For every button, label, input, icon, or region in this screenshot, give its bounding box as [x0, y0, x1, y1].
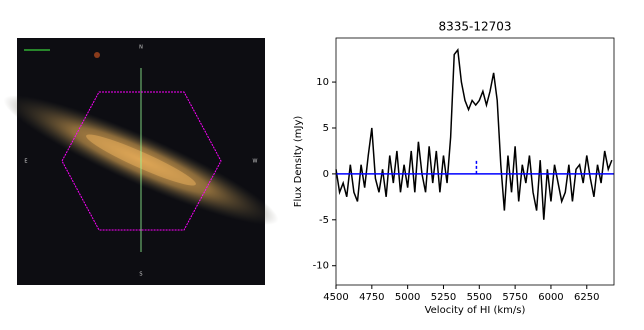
plot-frame: [335, 37, 615, 286]
y-tick-label: 5: [323, 123, 329, 134]
compass-label: W: [253, 159, 258, 165]
y-tick-label: -10: [313, 261, 329, 272]
x-tick-label: 5750: [502, 292, 527, 303]
sdss-image: [3, 38, 279, 285]
spectrum-line: [336, 50, 612, 220]
compass-label: N: [139, 45, 143, 51]
y-axis-label: Flux Density (mJy): [293, 116, 304, 208]
x-tick-label: 5250: [431, 292, 456, 303]
y-tick-label: 0: [323, 169, 329, 180]
x-tick-label: 6000: [538, 292, 563, 303]
x-tick-label: 5000: [395, 292, 420, 303]
compass-label: E: [24, 159, 27, 165]
y-tick-label: -5: [319, 215, 329, 226]
chart-title: 8335-12703: [438, 20, 511, 34]
y-tick-label: 10: [316, 77, 329, 88]
x-axis-label: Velocity of HI (km/s): [425, 305, 526, 316]
x-tick-label: 4500: [323, 292, 348, 303]
x-tick-label: 6250: [574, 292, 599, 303]
x-tick-label: 5500: [467, 292, 492, 303]
compass-label: S: [139, 272, 142, 278]
x-tick-label: 4750: [359, 292, 384, 303]
